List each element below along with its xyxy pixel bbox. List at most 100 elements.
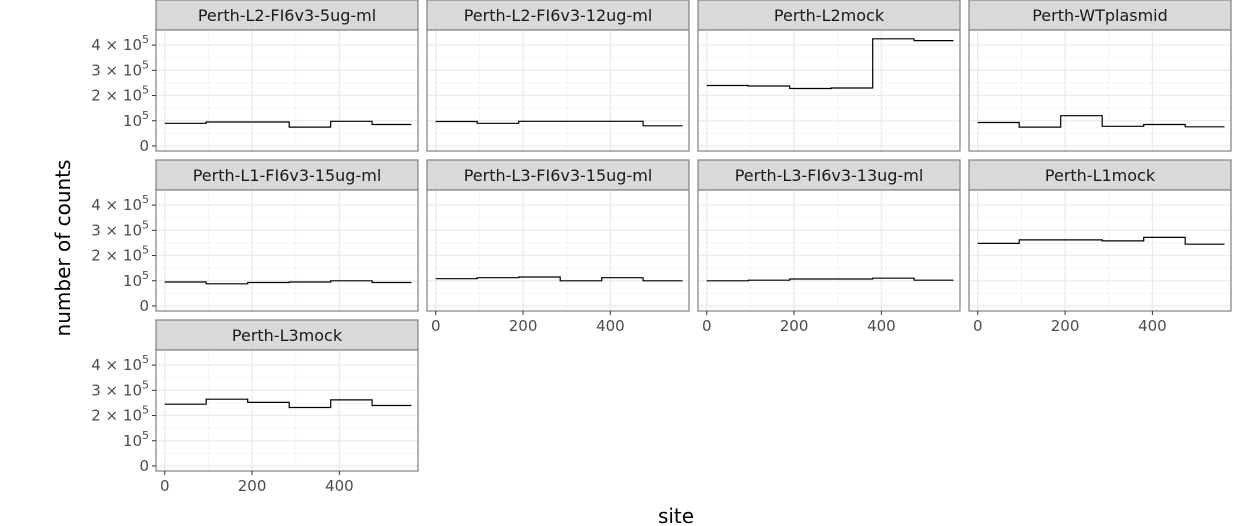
panel-background	[156, 350, 418, 471]
panel-border	[968, 189, 1232, 312]
series-line	[164, 398, 412, 409]
strip-label: Perth-L1-FI6v3-15ug-ml	[193, 166, 382, 185]
series-line	[435, 120, 683, 127]
x-tick-label: 200	[509, 317, 538, 335]
y-tick-exponent: 5	[142, 429, 149, 442]
y-tick-mantissa: 3 ×	[91, 221, 123, 239]
y-tick-label: 4 × 105	[91, 193, 149, 214]
y-tick-label: 0	[139, 137, 149, 155]
y-tick-exponent: 5	[142, 84, 149, 97]
y-tick-label: 4 × 105	[91, 353, 149, 374]
y-tick-exponent: 5	[142, 58, 149, 71]
series-line	[977, 236, 1225, 245]
y-tick-mantissa: 4 ×	[91, 356, 123, 374]
x-tick-label: 0	[973, 317, 983, 335]
strip-label: Perth-L2-FI6v3-5ug-ml	[198, 6, 376, 25]
y-tick-mantissa: 2 ×	[91, 247, 123, 265]
series-line	[164, 120, 412, 128]
series-line	[706, 38, 954, 90]
y-tick-mantissa: 4 ×	[91, 196, 123, 214]
y-tick-base: 10	[123, 432, 142, 450]
series-line	[435, 276, 683, 282]
strip-background	[155, 319, 419, 351]
panel-border	[968, 29, 1232, 152]
y-tick-label: 3 × 105	[91, 58, 149, 79]
y-tick-exponent: 5	[142, 244, 149, 257]
panel-background	[969, 190, 1231, 311]
panel-border	[697, 29, 961, 152]
y-tick-label: 2 × 105	[91, 84, 149, 105]
y-tick-label: 0	[139, 297, 149, 315]
strip-label: Perth-L3mock	[232, 326, 343, 345]
x-tick-label: 400	[325, 477, 354, 495]
y-tick-mantissa: 3 ×	[91, 61, 123, 79]
x-tick-label: 200	[1051, 317, 1080, 335]
y-tick-exponent: 5	[142, 378, 149, 391]
x-tick-label: 0	[702, 317, 712, 335]
panel-background	[969, 30, 1231, 151]
panel-background	[156, 30, 418, 151]
y-tick-mantissa: 4 ×	[91, 36, 123, 54]
strip-background	[155, 0, 419, 31]
strip-background	[968, 159, 1232, 191]
y-tick-exponent: 5	[142, 193, 149, 206]
strip-label: Perth-L3-FI6v3-13ug-ml	[735, 166, 924, 185]
y-tick-mantissa: 2 ×	[91, 407, 123, 425]
series-line	[977, 115, 1225, 128]
strip-label: Perth-L2-FI6v3-12ug-ml	[464, 6, 653, 25]
y-tick-exponent: 5	[142, 218, 149, 231]
facet-panel: Perth-L2-FI6v3-12ug-ml	[426, 0, 690, 152]
y-tick-label: 2 × 105	[91, 244, 149, 265]
y-tick-base: 10	[123, 356, 142, 374]
x-tick-label: 400	[867, 317, 896, 335]
y-axis-title: number of counts	[51, 160, 75, 337]
strip-label: Perth-L3-FI6v3-15ug-ml	[464, 166, 653, 185]
x-tick-label: 200	[780, 317, 809, 335]
facet-panel: Perth-L3-FI6v3-13ug-ml 0 200 400	[697, 159, 961, 335]
y-tick-exponent: 5	[142, 404, 149, 417]
strip-background	[968, 0, 1232, 31]
y-tick-base: 10	[123, 381, 142, 399]
strip-label: Perth-L1mock	[1045, 166, 1156, 185]
strip-background	[426, 159, 690, 191]
y-tick-label: 105	[123, 429, 149, 450]
y-tick-label: 3 × 105	[91, 378, 149, 399]
y-tick-label: 105	[123, 109, 149, 130]
facet-panel: Perth-WTplasmid	[968, 0, 1232, 152]
y-tick-base: 10	[123, 87, 142, 105]
facet-panel: Perth-L1mock 0 200 400	[968, 159, 1232, 335]
panel-background	[427, 30, 689, 151]
y-tick-base: 10	[123, 36, 142, 54]
panel-background	[156, 190, 418, 311]
y-tick-exponent: 5	[142, 109, 149, 122]
y-tick-label: 0	[139, 457, 149, 475]
y-tick-base: 10	[123, 112, 142, 130]
panel-border	[155, 349, 419, 472]
x-tick-label: 400	[1138, 317, 1167, 335]
y-tick-exponent: 5	[142, 269, 149, 282]
y-tick-base: 10	[123, 407, 142, 425]
x-tick-label: 200	[238, 477, 267, 495]
y-tick-exponent: 5	[142, 353, 149, 366]
panel-border	[155, 29, 419, 152]
strip-background	[155, 159, 419, 191]
series-line	[706, 277, 954, 282]
x-tick-label: 0	[160, 477, 170, 495]
y-tick-label: 3 × 105	[91, 218, 149, 239]
strip-label: Perth-L2mock	[774, 6, 885, 25]
panel-border	[426, 189, 690, 312]
y-tick-mantissa: 2 ×	[91, 87, 123, 105]
panel-border	[155, 189, 419, 312]
panel-border	[697, 189, 961, 312]
y-tick-base: 10	[123, 272, 142, 290]
y-tick-label: 2 × 105	[91, 404, 149, 425]
x-axis-title: site	[658, 504, 694, 526]
panel-border	[426, 29, 690, 152]
panel-background	[698, 190, 960, 311]
x-tick-label: 0	[431, 317, 441, 335]
y-tick-base: 10	[123, 247, 142, 265]
facet-panel: Perth-L2mock	[697, 0, 961, 152]
